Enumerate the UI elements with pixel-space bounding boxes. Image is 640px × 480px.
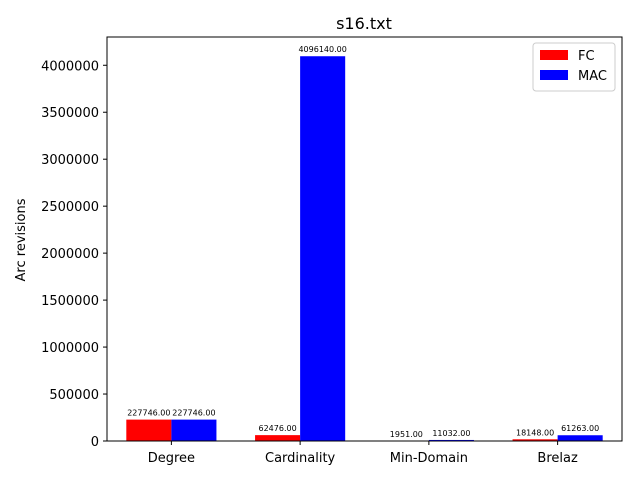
y-tick-label: 1000000 [41,341,99,356]
bar-mac-degree [171,419,217,441]
plot-frame [106,36,623,442]
x-tick-label: Min-Domain [390,451,468,466]
data-label-fc-cardinality: 62476.00 [259,424,297,433]
data-label-fc-min-domain: 1951.00 [390,430,423,439]
data-label-mac-cardinality: 4096140.00 [298,45,346,54]
bar-fc-degree [126,419,172,441]
y-tick-label: 3000000 [41,153,99,168]
chart-title: s16.txt [336,14,392,33]
data-label-mac-min-domain: 11032.00 [432,429,470,438]
bar-fc-cardinality [255,435,301,441]
x-tick-label: Brelaz [537,451,578,466]
y-tick-label: 2500000 [41,200,99,215]
y-tick-label: 2000000 [41,247,99,262]
y-tick-label: 1500000 [41,294,99,309]
y-tick-label: 3500000 [41,106,99,121]
legend-label-fc: FC [578,49,595,64]
y-tick-label: 500000 [49,388,99,403]
data-label-mac-brelaz: 61263.00 [561,424,599,433]
data-label-fc-degree: 227746.00 [127,409,170,418]
bar-mac-cardinality [300,56,346,441]
ticks-layer: Degree Cardinality Min-Domain Brelaz 0 500000… [41,59,578,466]
bars-layer [126,56,603,441]
legend-label-mac: MAC [578,69,607,84]
legend-swatch-fc [540,50,568,60]
y-tick-label: 0 [91,435,99,450]
y-axis-label: Arc revisions [14,198,29,281]
bar-mac-brelaz [557,435,603,441]
legend-swatch-mac [540,70,568,80]
data-label-mac-degree: 227746.00 [172,409,215,418]
data-labels-layer: 227746.00 227746.00 62476.00 4096140.00 1951… [127,45,599,439]
x-tick-label: Cardinality [265,451,336,466]
data-label-fc-brelaz: 18148.00 [516,428,554,437]
legend: FC MAC [532,42,616,92]
bar-fc-brelaz [512,439,558,441]
y-tick-label: 4000000 [41,59,99,74]
bar-mac-min-domain [428,439,474,441]
x-tick-label: Degree [148,451,195,466]
